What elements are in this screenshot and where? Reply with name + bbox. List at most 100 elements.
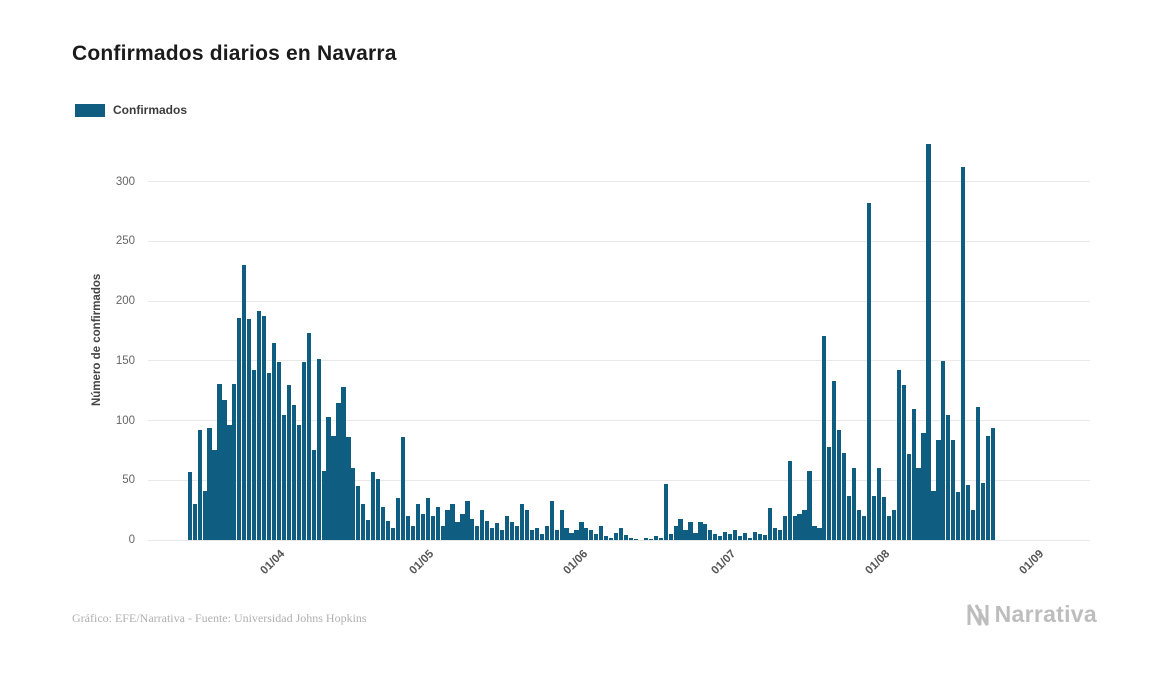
- bar: [594, 534, 599, 540]
- bar: [926, 143, 931, 540]
- y-tick-label: 250: [115, 235, 135, 248]
- bar: [227, 425, 232, 540]
- bar: [395, 498, 401, 540]
- y-tick-label: 50: [122, 474, 135, 487]
- bar: [262, 315, 267, 540]
- bar: [619, 528, 624, 540]
- bar: [276, 362, 282, 540]
- bar: [286, 384, 292, 540]
- bar: [980, 482, 986, 540]
- y-tick-label: 0: [128, 534, 135, 546]
- bar: [534, 528, 539, 540]
- legend-swatch-icon: [75, 103, 105, 117]
- bar: [866, 203, 872, 540]
- bar: [693, 532, 698, 540]
- bar: [366, 519, 371, 540]
- bar: [529, 530, 534, 540]
- bar: [728, 534, 733, 540]
- bar: [975, 407, 981, 540]
- bar: [643, 537, 648, 540]
- bar: [480, 510, 485, 540]
- bar: [336, 402, 341, 540]
- bar: [207, 427, 212, 540]
- bar: [663, 483, 668, 540]
- source-credit: Gráfico: EFE/Narrativa - Fuente: Univers…: [72, 611, 367, 625]
- bar: [856, 510, 862, 540]
- plot-area: [148, 140, 1090, 541]
- bar: [852, 468, 857, 540]
- bar: [351, 468, 356, 540]
- y-axis-tick-labels: 0 50 100 150 200 250 300: [0, 140, 140, 546]
- bar: [361, 504, 366, 540]
- bar: [539, 534, 544, 540]
- gridline: [148, 241, 1090, 242]
- bar: [757, 534, 763, 540]
- bar: [425, 498, 430, 540]
- bar: [936, 439, 941, 540]
- bar: [371, 471, 376, 540]
- bar: [941, 360, 946, 540]
- bar: [742, 532, 748, 540]
- bar: [504, 516, 510, 540]
- x-axis-tick-labels: 01/04 01/05 01/06 01/07 01/08 01/09: [148, 548, 1090, 608]
- bar: [777, 530, 782, 540]
- bar: [316, 358, 321, 540]
- bar: [966, 485, 971, 540]
- bar: [946, 414, 951, 540]
- bar: [891, 510, 896, 540]
- bar: [747, 537, 753, 540]
- bar: [782, 516, 787, 540]
- bar: [673, 525, 678, 540]
- y-tick-label: 150: [115, 354, 135, 367]
- bar: [485, 520, 490, 540]
- bar: [321, 470, 326, 540]
- bar: [390, 528, 396, 540]
- bar: [713, 534, 718, 540]
- x-tick-label: 01/05: [407, 548, 437, 577]
- bar: [971, 510, 976, 540]
- bar: [956, 492, 961, 540]
- bar: [326, 417, 331, 540]
- bar: [703, 524, 708, 540]
- bar: [584, 528, 589, 540]
- bar: [217, 383, 222, 540]
- bar: [837, 430, 842, 540]
- bar: [519, 504, 525, 540]
- bar: [554, 530, 559, 540]
- bar: [291, 405, 296, 540]
- bar: [356, 486, 361, 540]
- bar: [762, 535, 767, 540]
- bar: [906, 454, 911, 540]
- bar: [822, 335, 827, 540]
- bar: [296, 425, 301, 540]
- bar: [678, 518, 683, 540]
- bar: [509, 522, 515, 540]
- legend-item-confirmados[interactable]: Confirmados: [75, 103, 187, 117]
- bar: [842, 452, 847, 540]
- bar: [797, 513, 802, 540]
- bar: [812, 525, 817, 540]
- narrativa-brand: Narrativa: [966, 601, 1097, 628]
- bar: [614, 532, 619, 540]
- bar: [708, 530, 713, 540]
- bar: [306, 333, 311, 540]
- bar: [405, 516, 410, 540]
- gridline: [148, 181, 1090, 183]
- bar: [961, 167, 966, 540]
- bar: [559, 510, 564, 540]
- bar: [911, 408, 916, 540]
- bar: [232, 383, 237, 540]
- bar: [861, 516, 867, 540]
- bar: [445, 510, 450, 540]
- bar: [281, 414, 287, 540]
- bar: [569, 532, 574, 540]
- bar: [718, 536, 723, 540]
- bar: [420, 513, 425, 540]
- bar: [495, 523, 500, 540]
- bar: [410, 525, 415, 540]
- bar: [202, 491, 207, 540]
- bar: [737, 536, 743, 540]
- gridline: [148, 539, 1090, 541]
- bar: [683, 530, 688, 540]
- y-tick-label: 300: [115, 175, 135, 188]
